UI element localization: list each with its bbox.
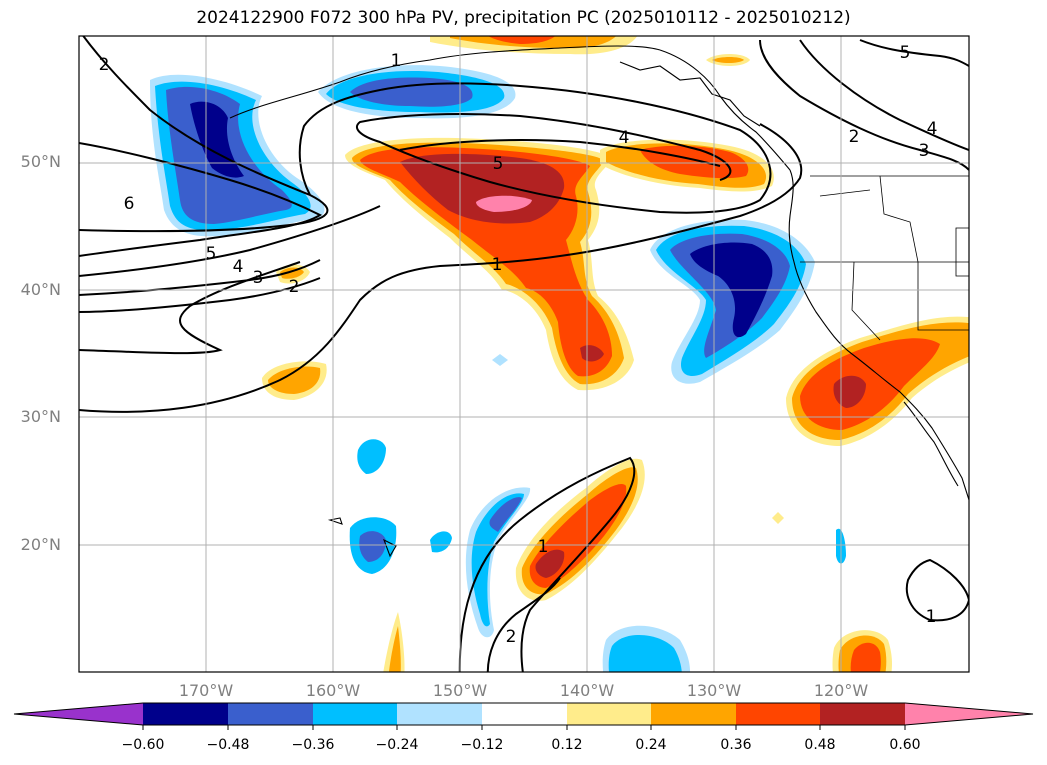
precip-positive-region	[535, 549, 565, 578]
colorbar	[13, 702, 1034, 730]
colorbar-bin	[820, 703, 905, 725]
colorbar-bin	[651, 703, 736, 725]
precip-positive-region	[772, 512, 784, 524]
colorbar-bin	[228, 703, 313, 725]
precip-positive-region	[476, 195, 532, 212]
contour-label: 2	[99, 55, 110, 75]
precip-positive-region	[800, 338, 940, 430]
longitude-label: 120°W	[813, 681, 869, 700]
colorbar-extend-min	[14, 703, 143, 725]
colorbar-tick-label: 0.60	[889, 737, 921, 753]
colorbar-bin	[567, 703, 651, 725]
contour-label: 2	[289, 277, 300, 297]
colorbar-extend-max	[905, 703, 1033, 725]
precip-negative-region	[489, 497, 522, 532]
precip-positive-region	[580, 345, 604, 362]
contour-label-group: 2 1 6 5 4 3 2 5 4 1 5 2 4 3 1 1 2	[99, 43, 938, 647]
precip-positive-region	[488, 36, 556, 44]
precip-negative-region	[359, 531, 386, 562]
colorbar-bin	[397, 703, 482, 725]
longitude-label: 160°W	[305, 681, 361, 700]
colorbar-bin	[313, 703, 397, 725]
contour-label: 4	[619, 128, 630, 148]
map-frame	[78, 35, 970, 673]
contour-label: 3	[253, 268, 264, 288]
contour-label: 5	[206, 244, 217, 264]
colorbar-tick-label: −0.36	[291, 737, 335, 753]
precip-positive-region	[268, 366, 321, 394]
contour-label: 1	[538, 537, 549, 557]
map-area	[79, 36, 969, 672]
colorbar-tick-label: −0.12	[460, 737, 504, 753]
precip-negative-region	[357, 439, 386, 474]
coastline	[229, 45, 969, 558]
precip-positive-region	[833, 375, 866, 408]
longitude-label: 130°W	[686, 681, 742, 700]
contour-label: 5	[900, 43, 911, 63]
contour-label: 1	[391, 51, 402, 71]
contour-label: 2	[849, 127, 860, 147]
longitude-label: 150°W	[432, 681, 488, 700]
precip-negative-region	[471, 493, 524, 627]
gridlines	[79, 36, 969, 672]
contour-label: 1	[492, 255, 503, 275]
contour-label: 4	[927, 119, 938, 139]
contour-label: 2	[506, 627, 517, 647]
contour-label: 3	[919, 141, 930, 161]
contour-label: 4	[233, 257, 244, 277]
longitude-label: 170°W	[178, 681, 234, 700]
colorbar-bin	[143, 703, 228, 725]
colorbar-tick-label: 0.36	[720, 737, 752, 753]
precip-negative-region	[608, 634, 682, 672]
precip-negative-region	[350, 77, 473, 107]
colorbar-bin	[482, 703, 567, 725]
precip-negative-region	[430, 531, 452, 553]
colorbar-tick-label: 0.48	[804, 737, 836, 753]
latitude-label: 20°N	[20, 535, 61, 554]
contour-label: 1	[926, 607, 937, 627]
colorbar-tick-label: 0.24	[635, 737, 667, 753]
colorbar-tick-label: 0.12	[551, 737, 583, 753]
pv-contours	[79, 36, 969, 672]
precip-negative-region	[492, 354, 508, 366]
chart-title: 2024122900 F072 300 hPa PV, precipitatio…	[196, 8, 851, 28]
colorbar-tick-label: −0.24	[375, 737, 419, 753]
colorbar-tick-label: −0.60	[121, 737, 165, 753]
precip-positive-region	[388, 626, 401, 672]
colorbar-tick-label: −0.48	[206, 737, 250, 753]
precip-positive-region	[712, 57, 744, 63]
latitude-label: 40°N	[20, 280, 61, 299]
longitude-label: 140°W	[559, 681, 615, 700]
latitude-label: 30°N	[20, 407, 61, 426]
borders	[800, 175, 969, 341]
precip-positive-region	[280, 267, 304, 279]
contour-label: 6	[124, 194, 135, 214]
precip-negative-region	[190, 101, 244, 178]
precip-positive-region	[850, 642, 881, 672]
latitude-label: 50°N	[20, 152, 61, 171]
contour-label: 5	[493, 154, 504, 174]
colorbar-bin	[736, 703, 820, 725]
